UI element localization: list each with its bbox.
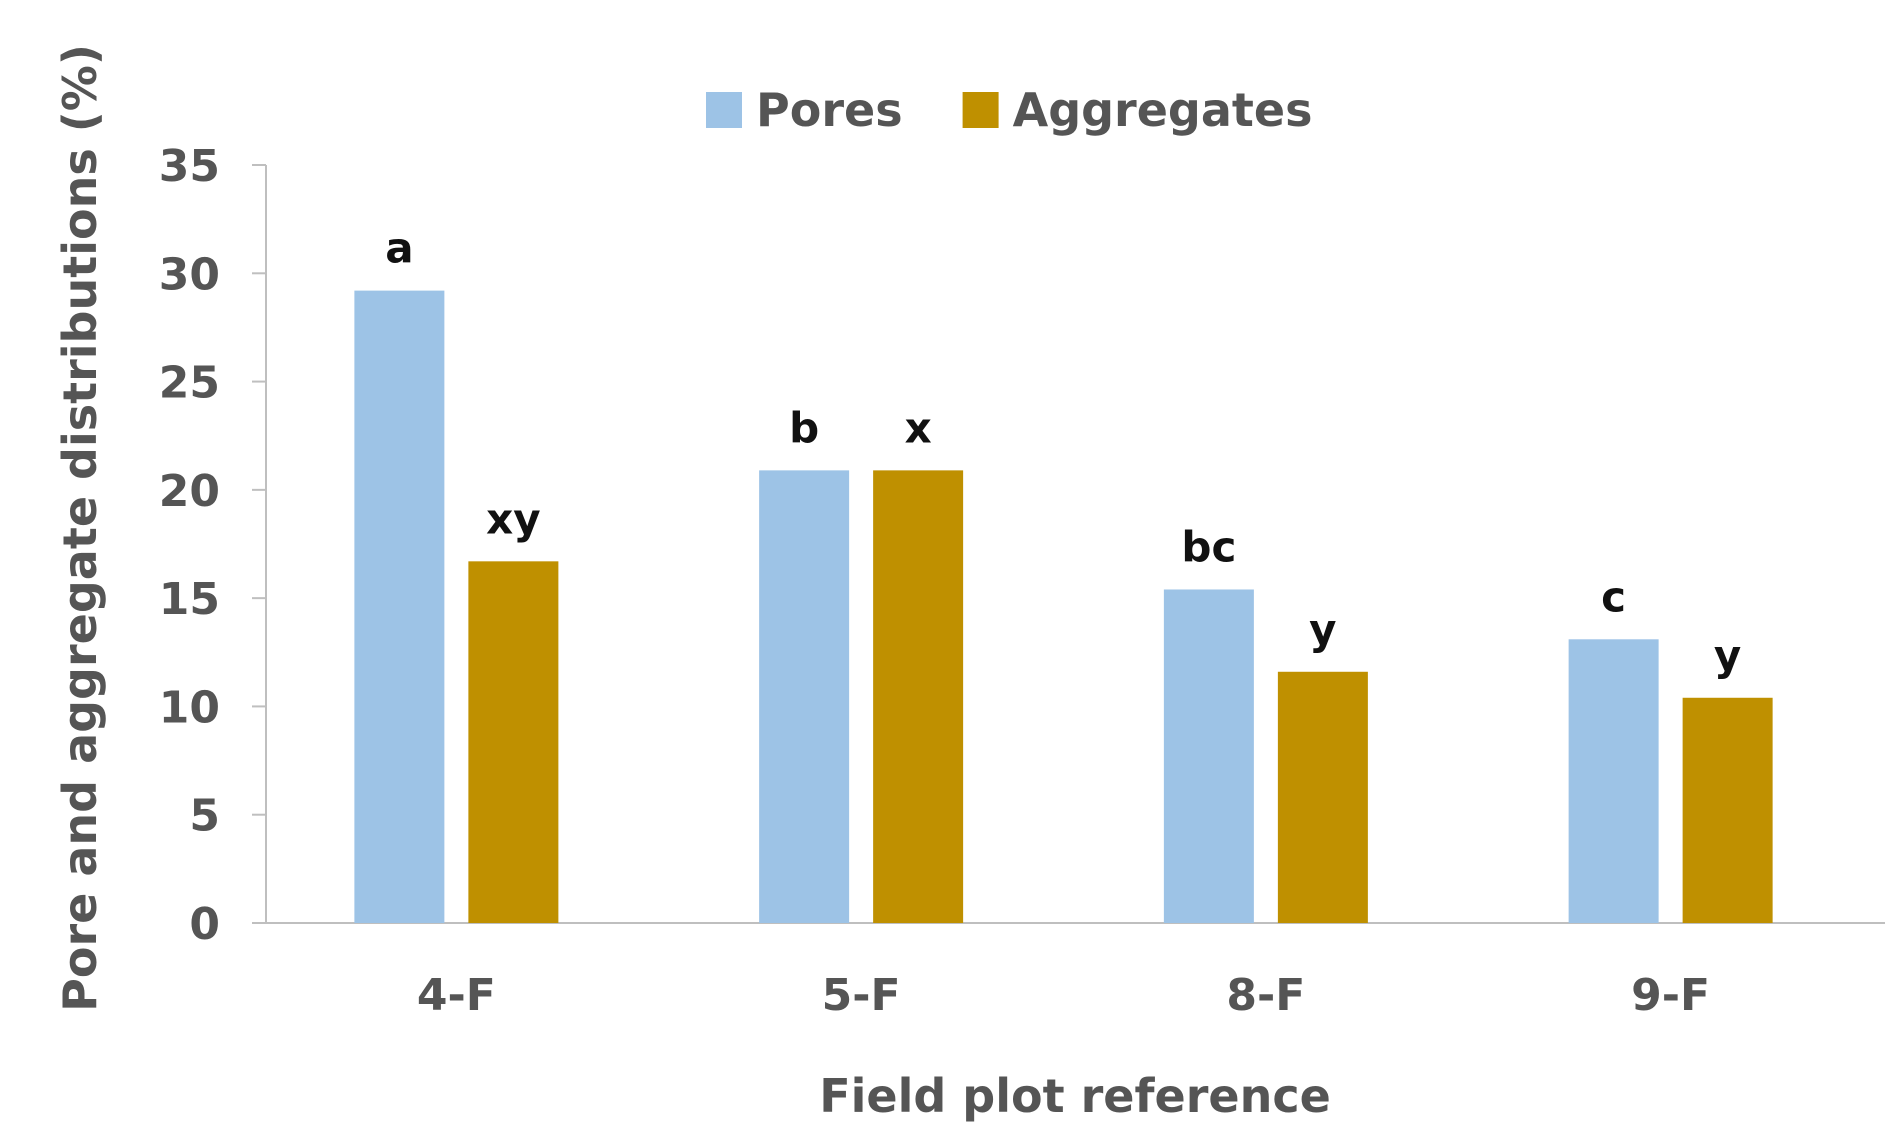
y-tick-label: 25: [159, 358, 220, 409]
chart-legend: Pores Aggregates: [706, 83, 1312, 137]
bar-aggregates-9-f: [1682, 697, 1773, 923]
significance-label: x: [905, 403, 932, 452]
x-tick-label: 5-F: [822, 970, 901, 1021]
x-tick-label: 4-F: [417, 970, 496, 1021]
y-axis: 0 5 10 15 20 25 30 35: [159, 141, 267, 950]
significance-label: b: [789, 403, 819, 452]
significance-label: a: [385, 224, 413, 273]
x-axis-title: Field plot reference: [819, 1069, 1331, 1123]
legend-swatch-aggregates: [962, 92, 999, 128]
legend-label-aggregates: Aggregates: [1013, 83, 1313, 137]
x-axis: 4-F 5-F 8-F 9-F: [266, 922, 1885, 1021]
bar-pores-8-f: [1163, 589, 1254, 923]
y-tick-label: 0: [189, 899, 220, 950]
y-tick-label: 5: [189, 791, 220, 842]
y-tick-label: 20: [159, 466, 220, 517]
significance-labels: a xy b x bc y c y: [385, 224, 1741, 680]
y-axis-title: Pore and aggregate distributions (%): [53, 44, 107, 1012]
significance-label: y: [1309, 605, 1336, 654]
y-tick-label: 15: [159, 574, 220, 625]
bar-pores-5-f: [759, 470, 850, 923]
y-tick-label: 30: [159, 249, 220, 300]
significance-label: y: [1714, 631, 1741, 680]
y-tick-label: 10: [159, 682, 220, 733]
significance-label: xy: [486, 494, 540, 543]
bar-pores-4-f: [354, 290, 445, 923]
x-tick-label: 9-F: [1631, 970, 1710, 1021]
x-tick-label: 8-F: [1226, 970, 1305, 1021]
y-tick-label: 35: [159, 141, 220, 192]
bar-aggregates-8-f: [1277, 671, 1368, 923]
bar-aggregates-5-f: [873, 470, 964, 923]
bar-pores-9-f: [1568, 639, 1659, 923]
bar-aggregates-4-f: [468, 561, 559, 923]
significance-label: bc: [1181, 522, 1236, 571]
significance-label: c: [1601, 572, 1626, 621]
legend-swatch-pores: [706, 92, 742, 128]
bar-series-group: [354, 290, 1773, 923]
legend-label-pores: Pores: [756, 83, 903, 137]
